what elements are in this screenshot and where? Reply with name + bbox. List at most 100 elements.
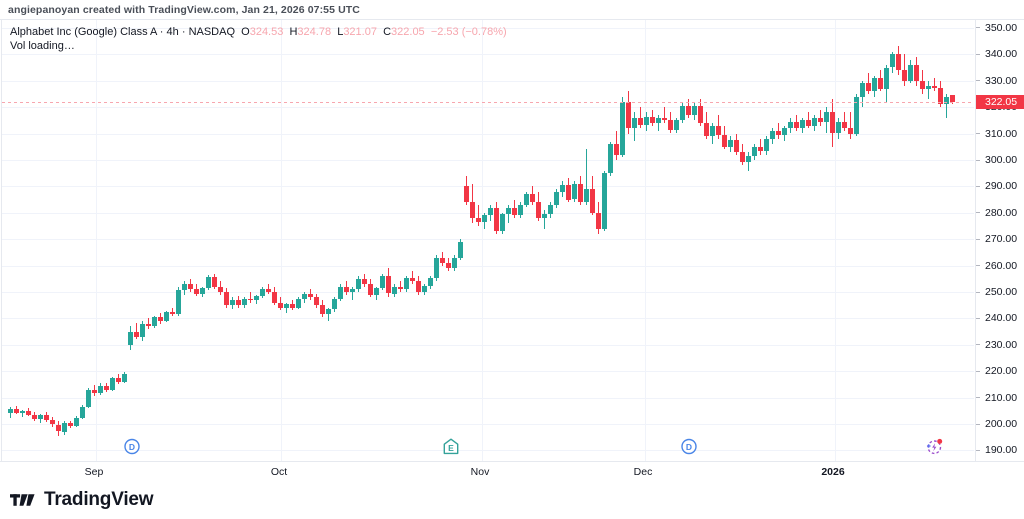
attribution-bar: angiepanoyan created with TradingView.co… [0, 0, 1024, 19]
price-tick-text: 220.00 [985, 365, 1018, 378]
price-tick-label: 300.00 [976, 154, 1024, 167]
news-marker[interactable] [926, 438, 943, 455]
candle-body [710, 125, 715, 137]
candle-wick [250, 292, 251, 303]
candle-body [788, 121, 793, 129]
price-scale[interactable]: 350.00340.00330.00320.00310.00300.00290.… [975, 20, 1024, 461]
candle-body [548, 204, 553, 215]
candle-body [290, 304, 295, 308]
candle-wick [928, 80, 929, 100]
grid-line-vertical [482, 20, 483, 461]
dividend-marker[interactable]: D [124, 438, 141, 455]
price-tick-label: 230.00 [976, 338, 1024, 351]
candle-body [524, 194, 529, 205]
candle-body [380, 276, 385, 289]
grid-line-horizontal [2, 107, 974, 109]
candle-body [686, 106, 691, 116]
grid-line-horizontal [2, 344, 974, 346]
candle-wick [946, 93, 947, 118]
candle-body [500, 214, 505, 232]
candle-body [572, 183, 577, 200]
grid-line-horizontal [2, 371, 974, 373]
price-tick-text: 350.00 [985, 21, 1018, 34]
tick-dash [976, 449, 980, 451]
candle-body [638, 117, 643, 125]
candle-body [50, 420, 55, 425]
candle-body [302, 293, 307, 299]
candle-body [428, 277, 433, 286]
candle-body [110, 378, 115, 390]
candle-wick [844, 112, 845, 131]
candle-body [44, 415, 49, 421]
price-tick-text: 310.00 [985, 127, 1018, 140]
candle-body [296, 298, 301, 308]
candle-body [422, 285, 427, 292]
candle-body [746, 156, 751, 162]
candle-body [656, 117, 661, 123]
candle-body [452, 257, 457, 269]
candle-body [8, 409, 13, 414]
time-tick-label: Dec [633, 466, 653, 478]
candle-body [818, 117, 823, 122]
candle-body [446, 262, 451, 269]
candle-body [260, 288, 265, 297]
tick-dash [976, 27, 980, 29]
candle-body [242, 298, 247, 306]
candle-body [620, 101, 625, 155]
current-price-badge[interactable]: 322.05 [976, 94, 1024, 109]
candle-body [416, 281, 421, 292]
tick-dash [976, 291, 980, 293]
candle-wick [934, 78, 935, 92]
candle-wick [328, 307, 329, 321]
candle-body [854, 96, 859, 134]
candle-body [614, 144, 619, 155]
candle-body [146, 323, 151, 326]
candle-wick [586, 149, 587, 205]
candle-body [134, 331, 139, 337]
candle-body [920, 80, 925, 89]
candle-body [704, 123, 709, 137]
candle-body [632, 117, 637, 129]
brand-name: TradingView [44, 489, 154, 510]
candle-body [644, 116, 649, 125]
price-tick-label: 310.00 [976, 127, 1024, 140]
price-tick-label: 210.00 [976, 391, 1024, 404]
grid-line-horizontal [2, 133, 974, 135]
candle-body [176, 290, 181, 315]
price-tick-label: 330.00 [976, 74, 1024, 87]
candle-body [128, 331, 133, 345]
price-tick-text: 340.00 [985, 48, 1018, 61]
candle-body [320, 305, 325, 315]
candle-body [170, 312, 175, 315]
candle-wick [904, 54, 905, 86]
candle-body [884, 67, 889, 89]
grid-line-vertical [96, 20, 97, 461]
candle-body [800, 120, 805, 129]
price-tick-text: 210.00 [985, 391, 1018, 404]
candle-body [410, 277, 415, 282]
candle-body [386, 276, 391, 294]
candle-body [116, 378, 121, 382]
candle-body [344, 286, 349, 292]
candle-body [86, 389, 91, 407]
candle-body [104, 385, 109, 390]
candle-body [662, 117, 667, 121]
time-tick-label: Sep [84, 466, 104, 478]
grid-line-vertical [645, 20, 646, 461]
time-scale[interactable]: Sep Oct Nov Dec 2026 [0, 461, 1024, 481]
earnings-marker[interactable]: E [443, 438, 460, 455]
candle-body [182, 284, 187, 291]
candle-body [122, 373, 127, 382]
price-tick-text: 250.00 [985, 286, 1018, 298]
price-tick-label: 220.00 [976, 365, 1024, 378]
candle-body [716, 125, 721, 136]
candle-body [368, 284, 373, 295]
grid-line-horizontal [2, 54, 974, 56]
candle-body [758, 146, 763, 151]
candle-body [62, 423, 67, 432]
candle-body [848, 128, 853, 134]
dividend-marker[interactable]: D [681, 438, 698, 455]
candle-body [554, 191, 559, 205]
candle-body [38, 415, 43, 419]
